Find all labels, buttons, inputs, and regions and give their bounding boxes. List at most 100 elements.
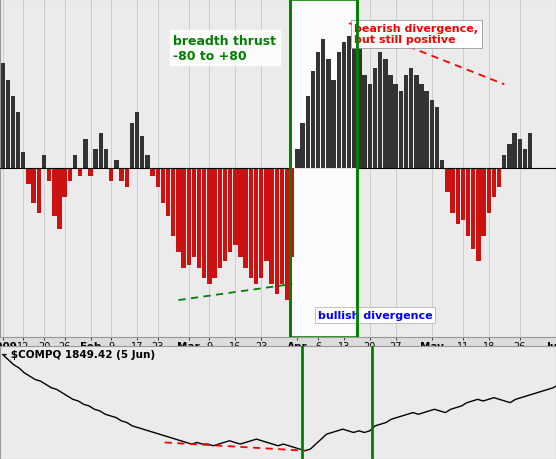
Bar bbox=[342, 43, 346, 168]
Bar bbox=[352, 27, 356, 168]
Bar bbox=[518, 140, 522, 168]
Bar bbox=[409, 69, 413, 168]
Bar bbox=[156, 168, 160, 188]
Bar bbox=[523, 149, 527, 168]
Bar bbox=[197, 168, 201, 268]
Bar bbox=[388, 75, 393, 168]
Bar bbox=[207, 168, 212, 284]
Bar bbox=[461, 168, 465, 220]
Bar bbox=[424, 91, 429, 168]
Bar bbox=[306, 96, 310, 168]
Bar bbox=[347, 37, 351, 168]
Bar bbox=[347, 37, 351, 168]
Bar bbox=[321, 40, 325, 168]
Bar bbox=[26, 168, 31, 185]
Bar bbox=[450, 168, 455, 213]
Bar bbox=[435, 107, 439, 168]
Bar bbox=[295, 149, 300, 168]
Bar bbox=[336, 53, 341, 168]
Bar bbox=[378, 53, 383, 168]
Bar bbox=[21, 152, 26, 168]
Bar bbox=[161, 168, 165, 204]
Bar bbox=[114, 161, 118, 168]
Bar bbox=[528, 133, 532, 168]
Bar bbox=[430, 101, 434, 168]
Bar bbox=[11, 96, 15, 168]
Bar bbox=[181, 168, 186, 268]
Bar bbox=[6, 80, 10, 168]
Bar bbox=[481, 168, 486, 236]
Bar bbox=[150, 168, 155, 177]
Bar bbox=[135, 112, 139, 168]
Bar bbox=[419, 85, 424, 168]
Bar bbox=[93, 149, 98, 168]
Bar bbox=[342, 43, 346, 168]
Bar bbox=[130, 123, 134, 168]
Bar bbox=[383, 59, 388, 168]
Bar bbox=[300, 123, 305, 168]
Bar bbox=[316, 53, 320, 168]
Bar bbox=[471, 168, 475, 249]
Bar bbox=[32, 168, 36, 204]
Bar bbox=[57, 168, 62, 230]
Bar bbox=[326, 59, 331, 168]
Bar bbox=[62, 168, 67, 197]
Bar bbox=[1, 64, 5, 168]
Bar bbox=[295, 149, 300, 168]
Bar bbox=[290, 168, 295, 257]
Bar bbox=[476, 168, 480, 262]
Bar bbox=[192, 168, 196, 257]
Bar bbox=[212, 168, 217, 278]
Bar bbox=[171, 168, 176, 236]
Bar bbox=[37, 168, 41, 213]
Bar bbox=[373, 69, 377, 168]
Bar bbox=[394, 85, 398, 168]
Bar bbox=[368, 85, 372, 168]
Bar bbox=[414, 75, 419, 168]
Bar bbox=[311, 72, 315, 168]
Bar bbox=[228, 168, 232, 252]
Bar bbox=[311, 72, 315, 168]
Bar bbox=[176, 168, 181, 252]
Bar bbox=[336, 53, 341, 168]
Bar bbox=[358, 43, 361, 168]
Bar bbox=[264, 168, 269, 262]
Bar bbox=[78, 168, 82, 177]
Bar bbox=[83, 140, 87, 168]
Bar bbox=[321, 40, 325, 168]
Bar bbox=[326, 59, 331, 168]
Bar bbox=[120, 168, 124, 181]
Bar bbox=[404, 75, 408, 168]
Bar bbox=[445, 168, 450, 193]
Bar bbox=[217, 168, 222, 268]
Bar bbox=[502, 156, 507, 168]
Text: - $COMPQ 1849.42 (5 Jun): - $COMPQ 1849.42 (5 Jun) bbox=[3, 349, 155, 359]
Bar bbox=[187, 168, 191, 265]
Bar bbox=[513, 133, 517, 168]
Bar bbox=[486, 168, 491, 213]
Bar bbox=[455, 168, 460, 225]
Bar bbox=[269, 168, 274, 284]
Bar bbox=[440, 161, 444, 168]
Bar bbox=[280, 168, 284, 284]
Bar bbox=[331, 80, 336, 168]
Bar bbox=[98, 133, 103, 168]
Bar bbox=[109, 168, 113, 181]
Bar bbox=[275, 168, 279, 294]
Bar bbox=[363, 75, 367, 168]
Text: bearish divergence,
but still positive: bearish divergence, but still positive bbox=[354, 24, 478, 45]
Bar bbox=[104, 149, 108, 168]
Bar bbox=[68, 168, 72, 181]
Bar bbox=[88, 168, 93, 177]
Bar bbox=[290, 0, 357, 337]
Bar bbox=[125, 168, 129, 188]
Bar bbox=[331, 80, 336, 168]
Bar bbox=[399, 91, 403, 168]
Bar bbox=[47, 168, 51, 181]
Bar bbox=[223, 168, 227, 262]
Bar bbox=[52, 168, 57, 217]
Bar bbox=[145, 156, 150, 168]
Bar bbox=[285, 168, 289, 300]
Bar bbox=[300, 123, 305, 168]
Bar bbox=[249, 168, 253, 278]
